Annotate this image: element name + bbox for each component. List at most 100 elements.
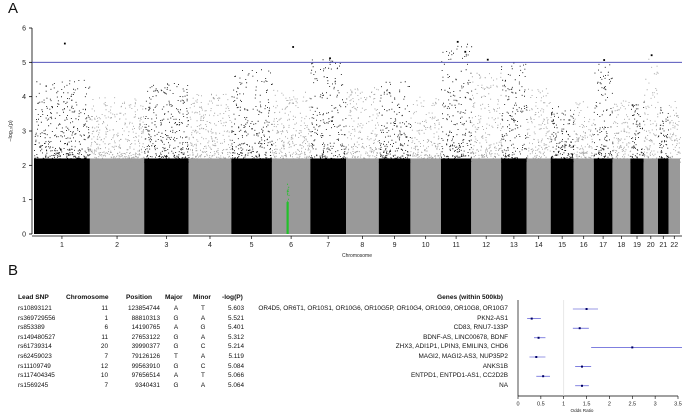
- chromosome-9-point-cloud: [378, 81, 411, 163]
- chromosome-22-dense-band: [668, 158, 680, 234]
- odds-ratio-point: [535, 356, 538, 358]
- top-hit-point: [329, 57, 331, 60]
- forest-row: [575, 384, 589, 387]
- x-axis-label: Chromosome: [342, 253, 372, 259]
- odds-ratio-point: [581, 384, 583, 387]
- chromosome-11-dense-band: [440, 158, 472, 234]
- chromosome-10-point-cloud: [410, 96, 442, 163]
- x-tick-label: 8: [360, 242, 364, 249]
- top-hit-point: [650, 54, 653, 57]
- chromosome-5-points: [231, 69, 273, 234]
- chromosome-18-points: [612, 100, 632, 234]
- x-tick-label: 4: [208, 242, 212, 249]
- odds-ratio-point: [585, 308, 588, 310]
- chromosome-5-dense-band: [231, 158, 272, 234]
- highlighted-snp-points: [286, 183, 290, 204]
- chromosome-12-points: [471, 72, 502, 234]
- forest-row: [536, 375, 550, 378]
- chromosome-20-points: [643, 58, 659, 234]
- forest-row: [591, 346, 682, 349]
- chromosome-20-dense-band: [643, 158, 659, 234]
- forest-row: [527, 317, 541, 320]
- top-hit-point: [456, 40, 459, 43]
- x-tick-label: 15: [558, 242, 566, 249]
- chromosome-2-dense-band: [89, 158, 145, 234]
- chromosome-1-points: [34, 79, 91, 234]
- chromosome-21-dense-band: [658, 158, 669, 234]
- chromosome-15-points: [550, 106, 575, 234]
- x-tick-label: 13: [510, 242, 518, 249]
- top-hit-point: [464, 50, 467, 53]
- x-tick-label: 6: [289, 242, 293, 249]
- x-tick-label: 3: [164, 242, 168, 249]
- panel-a-label: A: [8, 0, 19, 17]
- odds-ratio-point: [542, 375, 545, 378]
- chromosome-4-dense-band: [188, 158, 232, 234]
- x-tick-label: 21: [659, 242, 667, 249]
- chromosome-1-dense-band: [34, 158, 90, 234]
- forest-x-tick-label: 0: [516, 402, 519, 408]
- top-hit-point: [292, 46, 295, 48]
- chromosome-2-points: [89, 97, 146, 234]
- chromosome-19-point-cloud: [630, 101, 645, 163]
- forest-x-tick-label: 2: [608, 402, 611, 408]
- top-hit-point: [63, 42, 66, 45]
- chromosome-17-points: [593, 63, 614, 234]
- x-tick-label: 22: [670, 242, 678, 249]
- odds-ratio-point: [631, 346, 634, 349]
- y-tick-label: 5: [22, 60, 26, 67]
- highlighted-snps: [286, 202, 289, 234]
- chromosome-6-dense-band: [271, 158, 311, 234]
- forest-x-tick-label: 3: [654, 402, 657, 408]
- chromosome-10-points: [410, 96, 442, 234]
- chromosome-19-points: [630, 101, 645, 234]
- forest-x-tick-label: 3.5: [674, 402, 682, 408]
- x-tick-label: 10: [422, 242, 430, 249]
- y-tick-label: 0: [22, 232, 26, 239]
- x-tick-label: 16: [580, 242, 588, 249]
- chromosome-4-point-cloud: [188, 93, 233, 163]
- x-tick-label: 5: [250, 242, 254, 249]
- chromosome-16-points: [573, 101, 595, 234]
- forest-row: [534, 336, 546, 339]
- x-tick-label: 1: [60, 242, 64, 249]
- chromosome-16-point-cloud: [573, 101, 595, 163]
- odds-ratio-point: [578, 327, 581, 330]
- x-tick-label: 18: [618, 242, 626, 249]
- y-tick-label: 2: [22, 163, 26, 170]
- x-tick-label: 12: [482, 242, 490, 249]
- x-tick-label: 19: [633, 242, 641, 249]
- chromosome-19-dense-band: [630, 158, 644, 234]
- chromosome-3-dense-band: [144, 158, 189, 234]
- odds-ratio-point: [537, 336, 540, 339]
- forest-row: [572, 308, 598, 310]
- odds-ratio-point: [581, 365, 583, 368]
- forest-row: [572, 327, 589, 330]
- top-hit-point: [603, 59, 606, 61]
- chromosome-16-dense-band: [573, 158, 594, 234]
- chromosome-11-points: [440, 43, 473, 234]
- chromosome-18-point-cloud: [612, 100, 632, 163]
- forest-x-tick-label: 1: [562, 402, 565, 408]
- forest-x-axis-label: Odds Ratio: [571, 408, 594, 413]
- chromosome-4-points: [188, 93, 233, 234]
- chromosome-3-points: [144, 83, 190, 234]
- top-hit-point: [486, 58, 489, 61]
- x-tick-label: 14: [535, 242, 543, 249]
- forest-row: [575, 365, 592, 368]
- x-tick-label: 9: [393, 242, 397, 249]
- chromosome-7-points: [310, 59, 347, 234]
- x-tick-label: 7: [326, 242, 330, 249]
- chromosome-15-point-cloud: [550, 106, 575, 163]
- chromosome-9-points: [378, 81, 411, 234]
- forest-x-tick-label: 1.5: [583, 402, 591, 408]
- chromosome-13-dense-band: [501, 158, 527, 234]
- x-tick-label: 2: [115, 242, 119, 249]
- forest-x-tick-label: 2.5: [628, 402, 636, 408]
- y-tick-label: 6: [22, 26, 26, 33]
- x-tick-label: 20: [647, 242, 655, 249]
- chromosome-10-dense-band: [410, 158, 441, 234]
- chromosome-21-point-cloud: [658, 107, 670, 163]
- y-tick-label: 1: [22, 197, 26, 204]
